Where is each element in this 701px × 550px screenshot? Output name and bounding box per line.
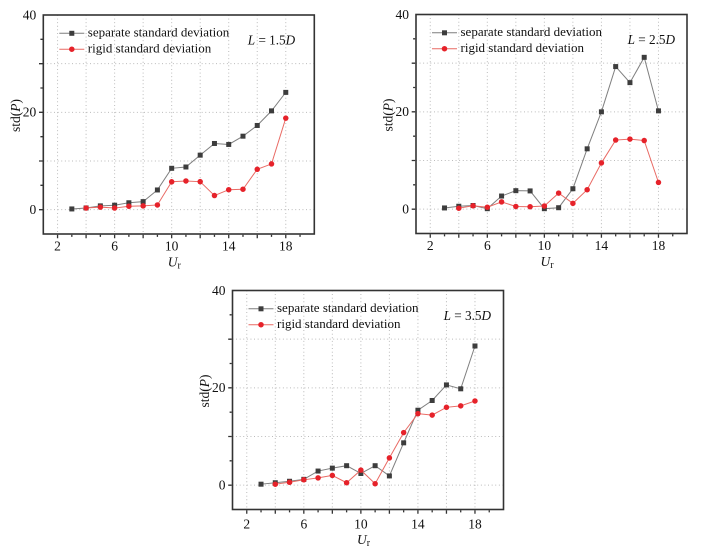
svg-text:Ur: Ur — [540, 254, 554, 271]
svg-text:2: 2 — [243, 517, 250, 532]
svg-text:10: 10 — [538, 238, 552, 253]
svg-text:L = 3.5D: L = 3.5D — [443, 308, 492, 323]
svg-text:20: 20 — [23, 105, 37, 120]
svg-text:rigid standard deviation: rigid standard deviation — [88, 41, 212, 56]
svg-text:rigid standard deviation: rigid standard deviation — [461, 40, 585, 55]
svg-text:10: 10 — [165, 239, 179, 254]
svg-text:20: 20 — [396, 104, 410, 119]
svg-text:18: 18 — [279, 239, 293, 254]
svg-text:40: 40 — [212, 283, 226, 298]
svg-text:2: 2 — [427, 238, 434, 253]
svg-text:40: 40 — [23, 7, 37, 22]
svg-text:0: 0 — [402, 201, 409, 216]
svg-text:20: 20 — [212, 380, 226, 395]
svg-text:Ur: Ur — [357, 532, 371, 549]
svg-text:0: 0 — [219, 477, 226, 492]
svg-text:std(P): std(P) — [8, 99, 23, 132]
svg-text:std(P): std(P) — [381, 99, 396, 132]
svg-text:rigid standard deviation: rigid standard deviation — [277, 316, 401, 331]
svg-text:40: 40 — [396, 7, 410, 22]
svg-text:10: 10 — [354, 517, 368, 532]
svg-text:Ur: Ur — [168, 254, 182, 271]
svg-text:L = 1.5D: L = 1.5D — [247, 33, 296, 48]
svg-text:separate standard deviation: separate standard deviation — [461, 24, 603, 39]
svg-text:18: 18 — [468, 517, 482, 532]
svg-text:std(P): std(P) — [197, 375, 212, 408]
svg-text:14: 14 — [411, 517, 425, 532]
svg-text:separate standard deviation: separate standard deviation — [88, 25, 230, 40]
svg-text:18: 18 — [652, 238, 666, 253]
svg-text:14: 14 — [222, 239, 236, 254]
svg-text:0: 0 — [30, 202, 37, 217]
svg-text:2: 2 — [54, 239, 61, 254]
svg-text:14: 14 — [595, 238, 609, 253]
svg-text:6: 6 — [111, 239, 118, 254]
svg-text:L = 2.5D: L = 2.5D — [627, 32, 676, 47]
svg-text:6: 6 — [300, 517, 307, 532]
svg-text:6: 6 — [484, 238, 491, 253]
svg-text:separate standard deviation: separate standard deviation — [277, 300, 419, 315]
